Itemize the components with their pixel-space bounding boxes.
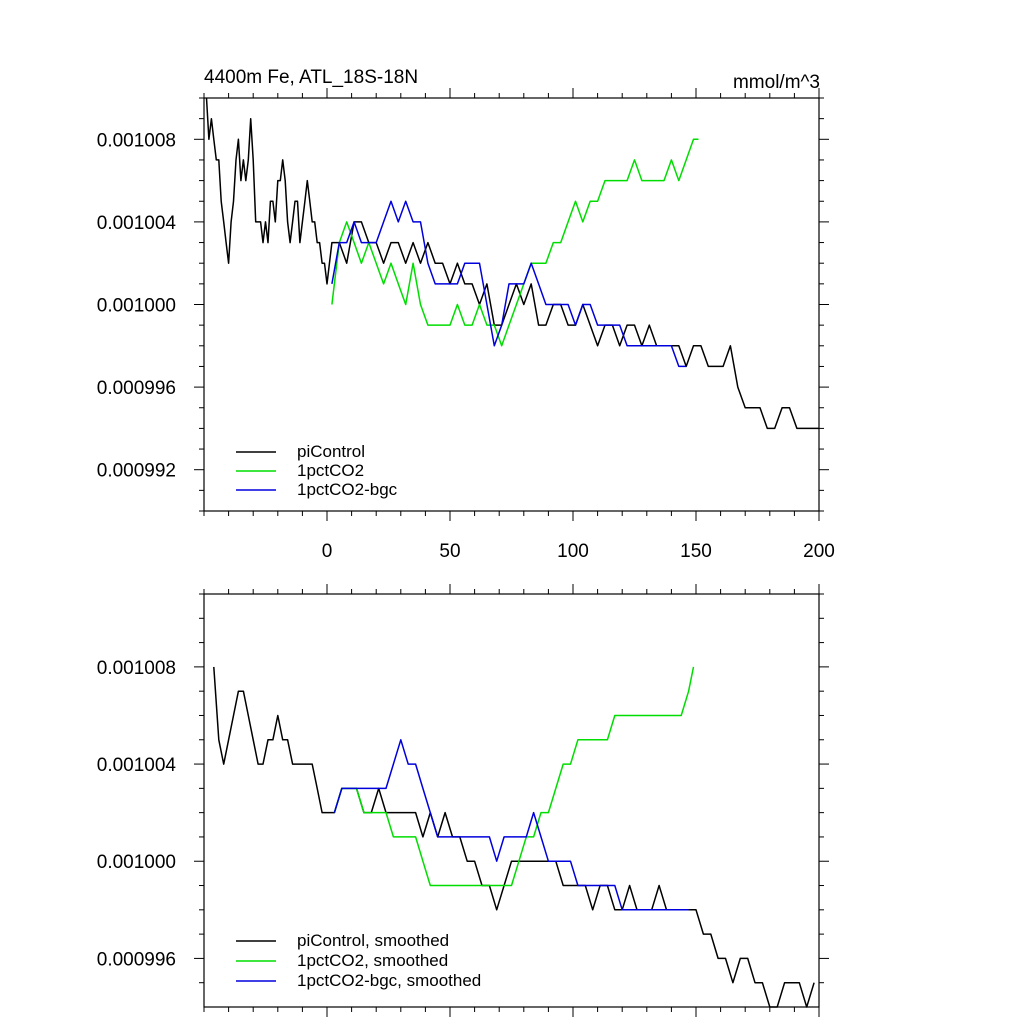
bottom-panel: 0.000996 0.001000 0.001004 0.001008 piContr… (97, 584, 829, 1017)
top-units: mmol/m^3 (733, 72, 820, 93)
y-tick-label: 0.001000 (97, 852, 176, 873)
y-tick-label: 0.001004 (97, 213, 177, 234)
x-tick-label: 200 (803, 541, 835, 562)
series-line-picontrol (205, 97, 819, 430)
top-panel: 4400m Fe, ATL_18S-18N mmol/m^3 0.0009920… (97, 67, 835, 562)
bottom-ticks (194, 584, 829, 1017)
x-tick-label: 50 (439, 541, 460, 562)
legend-label: piControl, smoothed (297, 931, 449, 950)
y-tick-label: 0.001004 (97, 755, 177, 776)
y-tick-label: 0.001008 (97, 130, 176, 151)
series-line-1pctco2-bgc (331, 200, 687, 368)
x-tick-label: 100 (557, 541, 589, 562)
y-tick-label: 0.000996 (97, 378, 176, 399)
series-line-1pctco2 (331, 138, 699, 347)
y-tick-label: 0.000992 (97, 461, 176, 482)
bottom-series-layer (213, 666, 815, 1008)
legend-label: 1pctCO2-bgc, smoothed (297, 971, 481, 990)
top-plot-frame (203, 97, 820, 512)
y-tick-label: 0.001000 (97, 296, 176, 317)
series-line-1pctco2-smoothed (333, 666, 695, 887)
top-title: 4400m Fe, ATL_18S-18N (204, 67, 418, 88)
top-series-layer (205, 97, 819, 430)
top-x-tick-labels: 0 50 100 150 200 (322, 541, 835, 562)
bottom-plot-frame (203, 593, 820, 1008)
top-y-tick-labels: 0.000992 0.000996 0.001000 0.001004 0.001008 (97, 130, 177, 481)
x-tick-label: 0 (322, 541, 333, 562)
legend-label: 1pctCO2-bgc (297, 480, 398, 499)
legend-label: 1pctCO2 (297, 461, 364, 480)
series-line-1pctco2-bgc-smoothed (333, 739, 689, 911)
top-ticks (194, 88, 829, 521)
x-tick-label: 150 (680, 541, 712, 562)
legend-label: 1pctCO2, smoothed (297, 951, 448, 970)
legend-label: piControl (297, 442, 365, 461)
y-tick-label: 0.000996 (97, 949, 176, 970)
y-tick-label: 0.001008 (97, 658, 176, 679)
bottom-y-tick-labels: 0.000996 0.001000 0.001004 0.001008 (97, 658, 177, 971)
